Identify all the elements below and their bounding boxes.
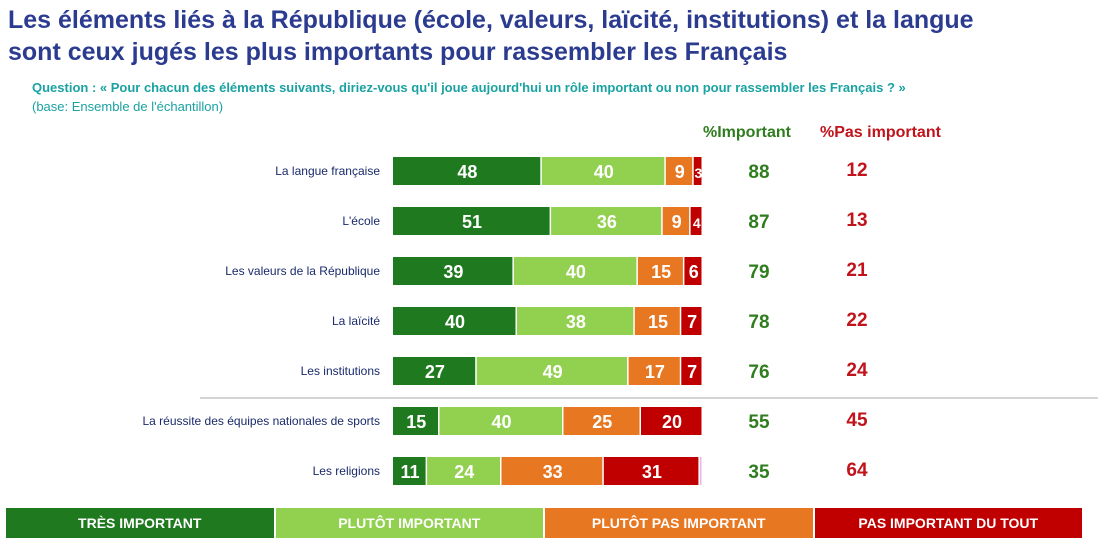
bar-value-label: 40 <box>491 412 511 432</box>
category-label: L'école <box>342 214 380 228</box>
bar-value-label: 15 <box>406 412 426 432</box>
bar-segment-tres-important <box>393 207 550 235</box>
bar-segment-tres-important <box>393 407 438 435</box>
bar-segment-pas-important-du-tout <box>641 407 702 435</box>
bar-value-label: 20 <box>662 412 682 432</box>
category-label: La réussite des équipes nationales de sp… <box>143 414 381 428</box>
pas-important-value: 21 <box>846 260 868 281</box>
pas-important-value: 64 <box>846 460 868 481</box>
bar-segment-plutot-important <box>439 407 562 435</box>
bar-value-label: 40 <box>566 262 586 282</box>
important-value: 55 <box>748 412 770 433</box>
bar-segment-pas-important-du-tout <box>681 307 702 335</box>
bar-segment-pas-important-du-tout <box>684 257 702 285</box>
bar-segment-plutot-pas-important <box>628 357 680 385</box>
important-value: 87 <box>748 212 769 233</box>
bar-value-label: 7 <box>687 362 697 382</box>
bar-segment-plutot-important <box>513 257 637 285</box>
bar-value-label: 49 <box>543 362 563 382</box>
bar-value-label: 9 <box>675 162 685 182</box>
title-line-2: sont ceux jugés les plus importants pour… <box>8 38 788 66</box>
bar-value-label: 3 <box>694 165 702 181</box>
pas-important-value: 22 <box>846 310 867 331</box>
important-value: 76 <box>748 362 769 383</box>
bar-value-label: 40 <box>445 312 465 332</box>
bar-value-label: 33 <box>543 462 563 482</box>
bar-value-label: 4 <box>693 215 701 231</box>
bar-segment-tres-important <box>393 457 426 485</box>
bar-segment-nsp <box>699 457 702 485</box>
bar-segment-tres-important <box>393 307 516 335</box>
bar-segment-plutot-pas-important <box>563 407 640 435</box>
pas-important-value: 12 <box>846 160 867 181</box>
legend-tres-important: TRÈS IMPORTANT <box>6 508 274 538</box>
bar-segment-plutot-pas-important <box>637 257 683 285</box>
category-label: La laïcité <box>332 314 380 328</box>
important-value: 79 <box>748 262 769 283</box>
bar-segment-pas-important-du-tout <box>690 207 702 235</box>
bar-segment-plutot-pas-important <box>662 207 690 235</box>
pas-important-value: 13 <box>846 210 867 231</box>
bar-segment-plutot-pas-important <box>501 457 603 485</box>
legend-pas-important-du-tout: PAS IMPORTANT DU TOUT <box>814 508 1082 538</box>
bar-segment-tres-important <box>393 357 476 385</box>
question-text: Question : « Pour chacun des éléments su… <box>32 80 906 95</box>
title-line-1: Les éléments liés à la République (école… <box>8 6 974 34</box>
bar-segment-plutot-important <box>427 457 500 485</box>
base-text: (base: Ensemble de l'échantillon) <box>32 99 224 114</box>
pas-important-value: 45 <box>846 410 868 431</box>
bar-value-label: 36 <box>597 212 617 232</box>
bar-value-label: 9 <box>672 212 682 232</box>
bar-value-label: 11 <box>401 462 420 482</box>
bar-value-label: 7 <box>687 312 697 332</box>
bar-value-label: 17 <box>645 362 665 382</box>
bar-value-label: 15 <box>651 262 671 282</box>
bar-segment-plutot-important <box>517 307 634 335</box>
bar-segment-plutot-pas-important <box>665 157 693 185</box>
legend-plutot-pas-important: PLUTÔT PAS IMPORTANT <box>545 508 813 538</box>
bar-value-label: 48 <box>457 162 477 182</box>
important-column-header: %Important <box>703 124 791 141</box>
bar-value-label: 31 <box>642 462 662 482</box>
chart-title: Les éléments liés à la République (école… <box>8 4 1093 68</box>
bar-value-label: 15 <box>648 312 668 332</box>
pas-important-value: 24 <box>846 360 868 381</box>
category-label: Les religions <box>313 464 380 478</box>
bar-segment-pas-important-du-tout <box>681 357 702 385</box>
important-value: 88 <box>748 162 769 183</box>
bar-segment-plutot-important <box>541 157 665 185</box>
bar-segment-plutot-pas-important <box>634 307 680 335</box>
bar-value-label: 27 <box>425 362 445 382</box>
important-value: 78 <box>748 312 769 333</box>
bar-segment-tres-important <box>393 257 513 285</box>
category-label: Les institutions <box>301 364 380 378</box>
bar-segment-tres-important <box>393 157 541 185</box>
bar-segment-plutot-important <box>551 207 662 235</box>
stacked-bar-chart: La langue française 48 40 9 3 88 12L'école 51 36… <box>143 157 1098 485</box>
bar-value-label: 40 <box>594 162 614 182</box>
bar-value-label: 51 <box>462 212 482 232</box>
bar-value-label: 6 <box>689 262 699 282</box>
bar-segment-pas-important-du-tout <box>603 457 699 485</box>
legend: TRÈS IMPORTANT PLUTÔT IMPORTANT PLUTÔT P… <box>6 508 1082 538</box>
category-label: Les valeurs de la République <box>225 264 380 278</box>
bar-segment-plutot-important <box>476 357 628 385</box>
bar-value-label: 24 <box>454 462 474 482</box>
pas-important-column-header: %Pas important <box>820 124 941 141</box>
category-label: La langue française <box>275 164 380 178</box>
bar-value-label: 25 <box>592 412 612 432</box>
important-value: 35 <box>748 462 770 483</box>
bar-segment-pas-important-du-tout <box>693 157 702 185</box>
bar-value-label: 38 <box>566 312 586 332</box>
bar-value-label: 39 <box>443 262 463 282</box>
legend-plutot-important: PLUTÔT IMPORTANT <box>275 508 543 538</box>
